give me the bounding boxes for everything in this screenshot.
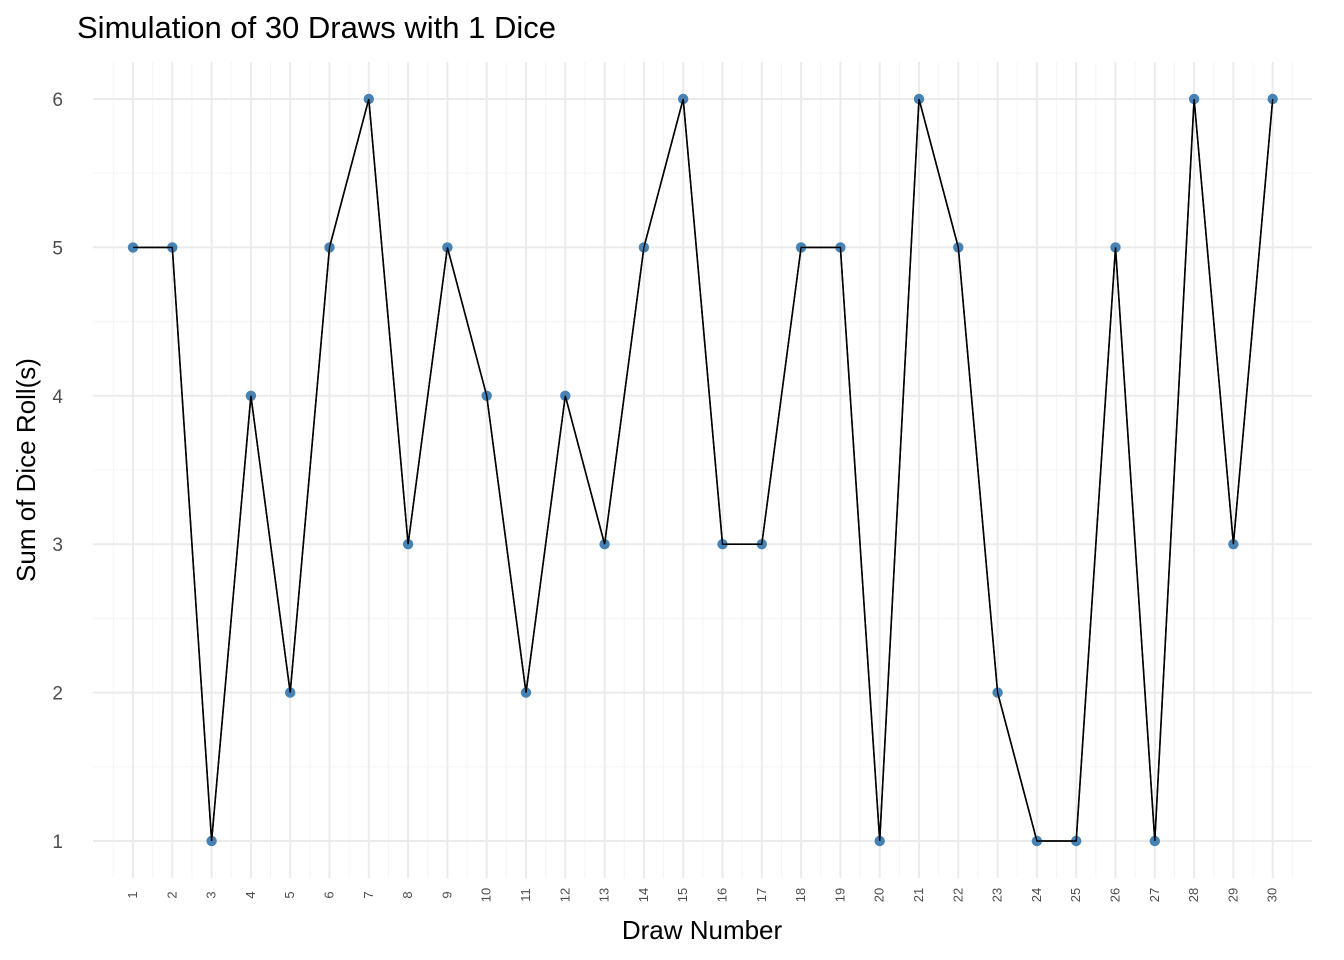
x-tick-label: 7 <box>361 891 376 898</box>
x-tick-label: 15 <box>675 888 690 902</box>
x-tick-label: 23 <box>990 888 1005 902</box>
x-axis-ticks: 1 2 3 4 5 6 7 8 9 10 11 12 13 14 15 16 17 18 19 20 21 22 23 24 2… <box>125 888 1280 902</box>
y-tick-label: 2 <box>52 684 63 705</box>
y-tick-label: 6 <box>52 90 63 111</box>
x-tick-label: 10 <box>479 888 494 902</box>
x-tick-label: 24 <box>1029 888 1044 902</box>
x-tick-label: 19 <box>832 888 847 902</box>
y-tick-label: 3 <box>52 535 63 556</box>
x-tick-label: 1 <box>125 891 140 898</box>
x-tick-label: 27 <box>1147 888 1162 902</box>
x-tick-label: 4 <box>243 891 258 898</box>
grid <box>93 62 1312 878</box>
x-tick-label: 22 <box>950 888 965 902</box>
x-tick-label: 8 <box>400 891 415 898</box>
x-tick-label: 3 <box>204 891 219 898</box>
x-tick-label: 2 <box>164 891 179 898</box>
x-tick-label: 6 <box>322 891 337 898</box>
x-axis-label: Draw Number <box>622 915 783 945</box>
x-tick-label: 14 <box>636 888 651 902</box>
x-tick-label: 5 <box>282 891 297 898</box>
x-tick-label: 11 <box>518 888 533 902</box>
x-tick-label: 25 <box>1068 888 1083 902</box>
x-tick-label: 28 <box>1186 888 1201 902</box>
y-axis-label: Sum of Dice Roll(s) <box>11 358 41 582</box>
x-tick-label: 9 <box>439 891 454 898</box>
x-tick-label: 30 <box>1265 888 1280 902</box>
x-tick-label: 18 <box>793 888 808 902</box>
series <box>127 93 1278 847</box>
y-axis-ticks: 1 2 3 4 5 6 <box>52 90 63 853</box>
x-tick-label: 17 <box>754 888 769 902</box>
series-line-overlay <box>133 98 1274 842</box>
x-tick-label: 16 <box>715 888 730 902</box>
y-tick-label: 5 <box>52 238 63 259</box>
x-tick-label: 13 <box>597 888 612 902</box>
x-tick-label: 20 <box>872 888 887 902</box>
x-tick-label: 21 <box>911 888 926 902</box>
y-tick-label: 1 <box>52 832 63 853</box>
x-tick-label: 12 <box>557 888 572 902</box>
y-tick-label: 4 <box>52 387 63 408</box>
chart-title: Simulation of 30 Draws with 1 Dice <box>77 10 556 45</box>
x-tick-label: 26 <box>1108 888 1123 902</box>
x-tick-label: 29 <box>1225 888 1240 902</box>
